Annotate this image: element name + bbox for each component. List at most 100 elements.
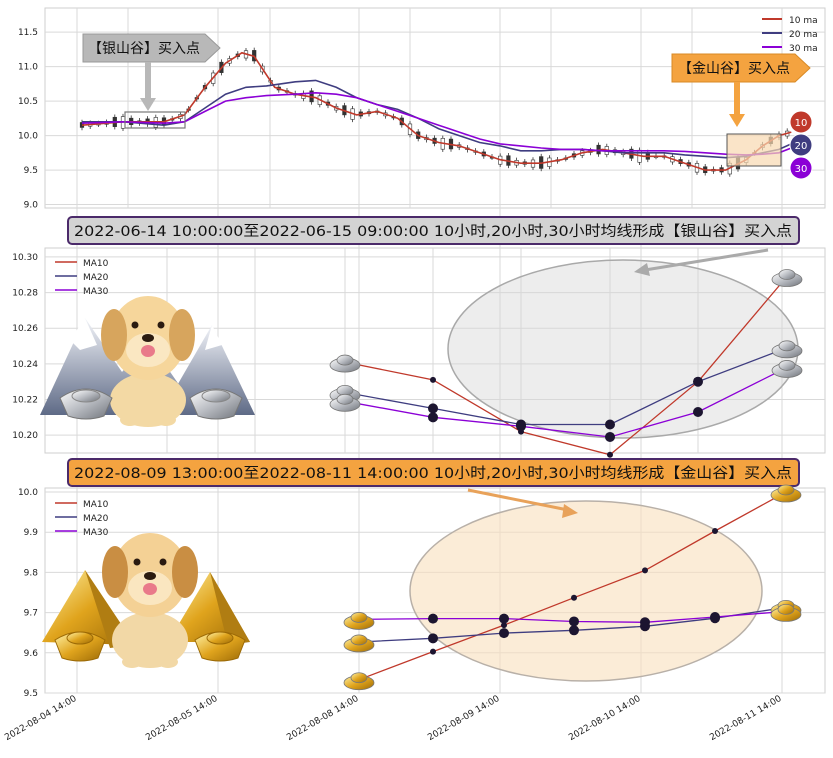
gold-legend-ma30: MA30 [83, 528, 109, 538]
silver-ingot-icon [59, 388, 243, 420]
gold-callout-label: 【金山谷】买入点 [678, 61, 790, 77]
gold-y-tick-label: 9.9 [24, 528, 39, 538]
silver-data-point [607, 451, 613, 458]
silver-ingot-marker-top [778, 360, 796, 371]
silver-data-point [605, 431, 615, 442]
gold-y-tick-label: 10.0 [18, 488, 38, 498]
silver-data-point [605, 419, 615, 430]
dog-with-gold-pyramids-icon [42, 533, 250, 668]
x-tick-labels: 2022-08-04 14:00 2022-08-05 14:00 2022-0… [3, 694, 783, 743]
gold-data-point [710, 612, 720, 623]
silver-ingot-marker-top [778, 340, 796, 352]
silver-legend: MA10 MA20 MA30 [55, 259, 109, 297]
gold-banner-text: 2022-08-09 13:00:00至2022-08-11 14:00:00 … [74, 465, 792, 482]
top-ma-lines [81, 51, 792, 171]
x-tick-label: 2022-08-10 14:00 [567, 694, 642, 743]
silver-series-line [344, 347, 788, 426]
gold-data-point [499, 613, 509, 624]
silver-y-tick-label: 10.28 [12, 289, 38, 299]
silver-ellipse-highlight [447, 259, 799, 439]
gold-ma-lines [343, 484, 802, 691]
gold-data-point [640, 617, 650, 628]
silver-y-tick-labels: 10.20 10.22 10.24 10.26 10.28 10.30 [12, 253, 38, 441]
silver-y-tick-label: 10.26 [12, 324, 38, 334]
gold-ingot-marker-top [350, 612, 368, 623]
silver-data-point [428, 412, 438, 423]
gold-y-tick-labels: 9.5 9.6 9.7 9.8 9.9 10.0 [18, 488, 38, 699]
top-series-line [81, 51, 792, 171]
silver-data-point [430, 376, 436, 383]
top-series-line [82, 79, 792, 159]
gold-y-tick-label: 9.5 [24, 689, 38, 699]
silver-data-point [428, 403, 438, 414]
gold-legend: MA10 MA20 MA30 [55, 500, 109, 538]
silver-banner-text: 2022-06-14 10:00:00至2022-06-15 09:00:00 … [74, 223, 792, 240]
top-y-tick-label: 9.0 [24, 201, 39, 211]
gold-data-point [571, 594, 577, 601]
legend-20ma: 20 ma [789, 30, 818, 40]
gold-ellipse-highlight [409, 500, 763, 682]
ma-badges: 10 20 30 [789, 110, 813, 180]
silver-y-tick-label: 10.30 [12, 253, 38, 263]
silver-series-line [344, 366, 788, 438]
silver-y-tick-label: 10.24 [12, 360, 38, 370]
gold-data-point [499, 628, 509, 639]
top-y-tick-label: 10.0 [18, 132, 38, 142]
top-y-tick-label: 9.5 [24, 166, 38, 176]
badge-10: 10 [795, 118, 808, 129]
dog-with-silver-mountains-icon [40, 296, 255, 427]
gold-ingot-marker-top [777, 604, 795, 615]
gold-ingot-marker-top [350, 634, 368, 646]
gold-data-point [501, 622, 507, 629]
gold-ingot-marker-top [777, 484, 795, 496]
silver-legend-ma10: MA10 [83, 259, 109, 269]
silver-ingot-marker-top [336, 354, 354, 366]
gold-banner: 2022-08-09 13:00:00至2022-08-11 14:00:00 … [67, 458, 800, 487]
gold-data-point [430, 648, 436, 655]
top-y-tick-label: 11.0 [18, 63, 38, 73]
silver-data-point [516, 421, 526, 432]
gold-pointer-arrow [467, 488, 578, 518]
gold-ingot-marker-top [350, 672, 368, 684]
gold-data-point [569, 616, 579, 627]
top-series-line [81, 91, 792, 156]
gold-data-point [428, 613, 438, 624]
silver-valley-callout: 【银山谷】买入点 [82, 33, 221, 129]
silver-data-point [693, 376, 703, 387]
gold-y-tick-label: 9.7 [24, 609, 38, 619]
badge-20: 20 [795, 141, 808, 152]
legend-10ma: 10 ma [789, 16, 818, 26]
silver-banner: 2022-06-14 10:00:00至2022-06-15 09:00:00 … [67, 216, 800, 245]
gold-data-point [569, 625, 579, 636]
top-y-tick-labels: 9.0 9.5 10.0 10.5 11.0 11.5 [18, 28, 38, 210]
top-y-tick-label: 11.5 [18, 28, 38, 38]
gold-legend-ma20: MA20 [83, 514, 109, 524]
gold-data-point [642, 567, 648, 574]
top-y-tick-label: 10.5 [18, 97, 38, 107]
gold-valley-box [726, 133, 782, 167]
silver-ingot-marker-top [336, 393, 354, 405]
x-tick-label: 2022-08-05 14:00 [144, 694, 219, 743]
silver-y-tick-label: 10.22 [12, 396, 38, 406]
gold-y-tick-label: 9.8 [24, 568, 39, 578]
silver-ma-lines [329, 269, 803, 458]
silver-valley-box [124, 111, 186, 129]
gold-legend-ma10: MA10 [83, 500, 109, 510]
legend-30ma: 30 ma [789, 44, 818, 54]
gold-data-point [428, 633, 438, 644]
badge-30: 30 [795, 164, 808, 175]
gold-y-tick-label: 9.6 [24, 649, 39, 659]
silver-legend-ma30: MA30 [83, 287, 109, 297]
x-tick-label: 2022-08-04 14:00 [3, 694, 78, 743]
gold-data-point [712, 528, 718, 535]
silver-legend-ma20: MA20 [83, 273, 109, 283]
silver-data-point [693, 407, 703, 417]
silver-ingot-marker-top [336, 384, 354, 396]
silver-pointer-arrow [634, 248, 769, 276]
x-tick-label: 2022-08-09 14:00 [426, 694, 501, 743]
silver-series-line [344, 276, 788, 456]
gold-ingot-icon [54, 631, 246, 662]
x-tick-label: 2022-08-08 14:00 [285, 694, 360, 743]
